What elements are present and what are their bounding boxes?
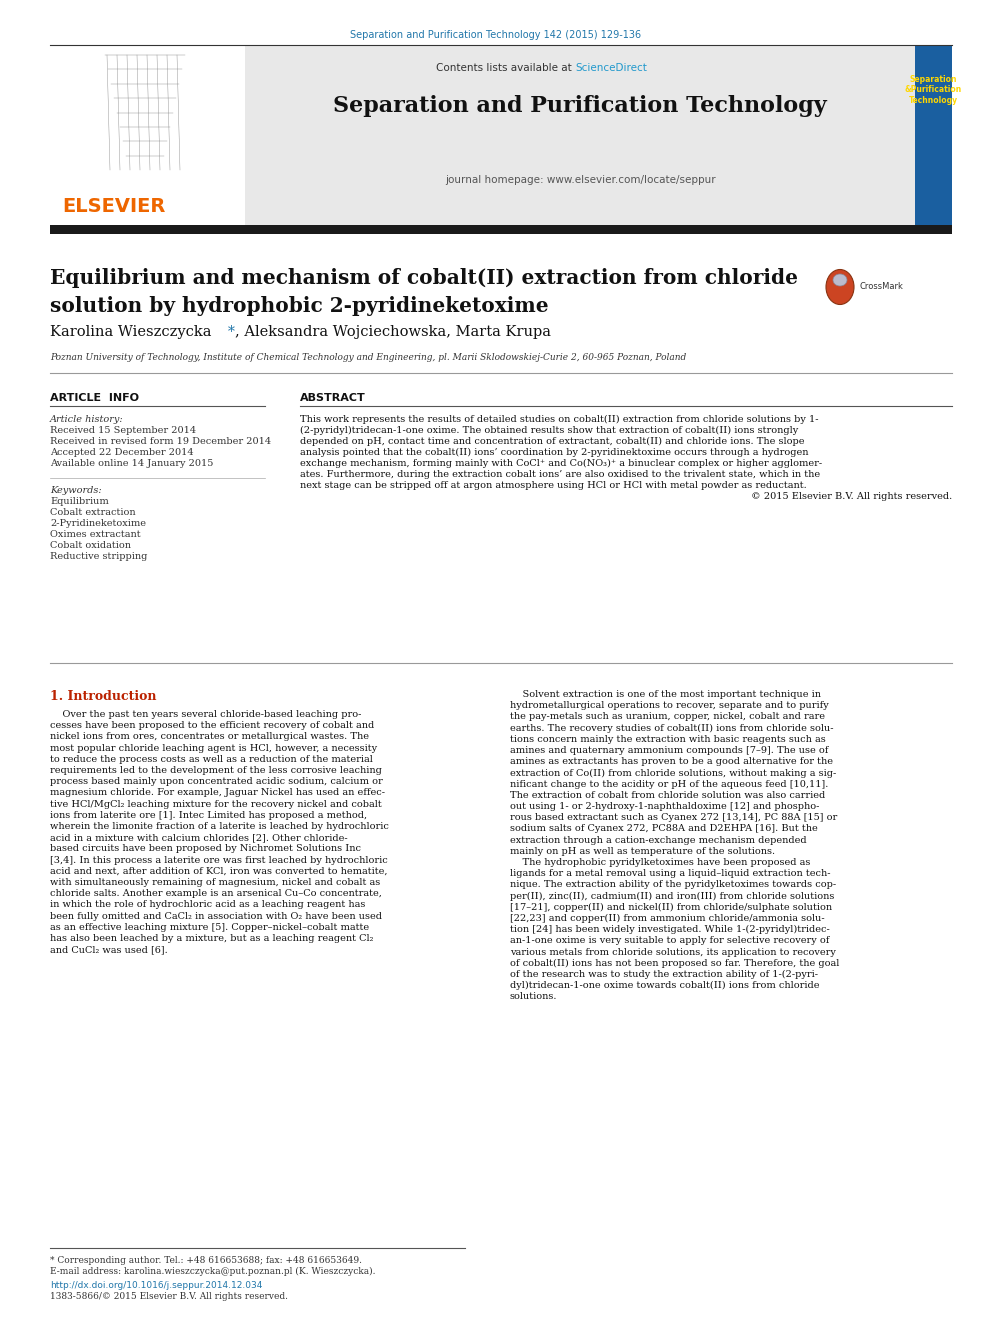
Text: nickel ions from ores, concentrates or metallurgical wastes. The: nickel ions from ores, concentrates or m…: [50, 733, 369, 741]
Text: in which the role of hydrochloric acid as a leaching reagent has: in which the role of hydrochloric acid a…: [50, 901, 365, 909]
Bar: [245, 45, 915, 225]
Text: Available online 14 January 2015: Available online 14 January 2015: [50, 459, 213, 468]
Ellipse shape: [833, 274, 847, 286]
Text: extraction through a cation-exchange mechanism depended: extraction through a cation-exchange mec…: [510, 836, 806, 844]
Text: analysis pointed that the cobalt(II) ions’ coordination by 2-pyridinektoxime occ: analysis pointed that the cobalt(II) ion…: [300, 448, 808, 458]
Text: amines and quaternary ammonium compounds [7–9]. The use of: amines and quaternary ammonium compounds…: [510, 746, 828, 755]
Text: rous based extractant such as Cyanex 272 [13,14], PC 88A [15] or: rous based extractant such as Cyanex 272…: [510, 814, 837, 822]
Text: CrossMark: CrossMark: [860, 282, 904, 291]
Text: * Corresponding author. Tel.: +48 616653688; fax: +48 616653649.: * Corresponding author. Tel.: +48 616653…: [50, 1256, 362, 1265]
Text: amines as extractants has proven to be a good alternative for the: amines as extractants has proven to be a…: [510, 757, 833, 766]
Text: Received 15 September 2014: Received 15 September 2014: [50, 426, 196, 435]
Text: most popular chloride leaching agent is HCl, however, a necessity: most popular chloride leaching agent is …: [50, 744, 377, 753]
Text: to reduce the process costs as well as a reduction of the material: to reduce the process costs as well as a…: [50, 755, 373, 763]
Text: journal homepage: www.elsevier.com/locate/seppur: journal homepage: www.elsevier.com/locat…: [444, 175, 715, 185]
Text: The extraction of cobalt from chloride solution was also carried: The extraction of cobalt from chloride s…: [510, 791, 825, 800]
Text: earths. The recovery studies of cobalt(II) ions from chloride solu-: earths. The recovery studies of cobalt(I…: [510, 724, 833, 733]
Text: (2-pyridyl)tridecan-1-one oxime. The obtained results show that extraction of co: (2-pyridyl)tridecan-1-one oxime. The obt…: [300, 426, 799, 435]
Text: ates. Furthermore, during the extraction cobalt ions’ are also oxidised to the t: ates. Furthermore, during the extraction…: [300, 470, 820, 479]
Text: as an effective leaching mixture [5]. Copper–nickel–cobalt matte: as an effective leaching mixture [5]. Co…: [50, 923, 369, 931]
Text: 2-Pyridineketoxime: 2-Pyridineketoxime: [50, 519, 146, 528]
Text: Separation and Purification Technology: Separation and Purification Technology: [333, 95, 827, 116]
Text: ELSEVIER: ELSEVIER: [62, 197, 166, 216]
Text: various metals from chloride solutions, its application to recovery: various metals from chloride solutions, …: [510, 947, 836, 957]
Text: 1. Introduction: 1. Introduction: [50, 691, 157, 703]
Text: magnesium chloride. For example, Jaguar Nickel has used an effec-: magnesium chloride. For example, Jaguar …: [50, 789, 385, 798]
Text: Cobalt oxidation: Cobalt oxidation: [50, 541, 131, 550]
Bar: [50, 225, 952, 234]
Text: This work represents the results of detailed studies on cobalt(II) extraction fr: This work represents the results of deta…: [300, 415, 818, 425]
Text: extraction of Co(II) from chloride solutions, without making a sig-: extraction of Co(II) from chloride solut…: [510, 769, 836, 778]
Text: ligands for a metal removal using a liquid–liquid extraction tech-: ligands for a metal removal using a liqu…: [510, 869, 830, 878]
Text: dyl)tridecan-1-one oxime towards cobalt(II) ions from chloride: dyl)tridecan-1-one oxime towards cobalt(…: [510, 982, 819, 991]
Text: ARTICLE  INFO: ARTICLE INFO: [50, 393, 139, 404]
Text: Equilibrium and mechanism of cobalt(II) extraction from chloride: Equilibrium and mechanism of cobalt(II) …: [50, 269, 798, 288]
Text: and CuCl₂ was used [6].: and CuCl₂ was used [6].: [50, 945, 168, 954]
Text: 1383-5866/© 2015 Elsevier B.V. All rights reserved.: 1383-5866/© 2015 Elsevier B.V. All right…: [50, 1293, 288, 1301]
Text: acid and next, after addition of KCl, iron was converted to hematite,: acid and next, after addition of KCl, ir…: [50, 867, 388, 876]
Text: process based mainly upon concentrated acidic sodium, calcium or: process based mainly upon concentrated a…: [50, 777, 383, 786]
Text: solution by hydrophobic 2-pyridineketoxime: solution by hydrophobic 2-pyridineketoxi…: [50, 296, 549, 316]
Text: an-1-one oxime is very suitable to apply for selective recovery of: an-1-one oxime is very suitable to apply…: [510, 937, 829, 946]
Text: Article history:: Article history:: [50, 415, 124, 423]
Text: ions from laterite ore [1]. Intec Limited has proposed a method,: ions from laterite ore [1]. Intec Limite…: [50, 811, 367, 820]
Text: the pay-metals such as uranium, copper, nickel, cobalt and rare: the pay-metals such as uranium, copper, …: [510, 712, 825, 721]
Text: chloride salts. Another example is an arsenical Cu–Co concentrate,: chloride salts. Another example is an ar…: [50, 889, 382, 898]
Text: Separation and Purification Technology 142 (2015) 129-136: Separation and Purification Technology 1…: [350, 30, 642, 40]
Text: Poznan University of Technology, Institute of Chemical Technology and Engineerin: Poznan University of Technology, Institu…: [50, 353, 686, 363]
Text: © 2015 Elsevier B.V. All rights reserved.: © 2015 Elsevier B.V. All rights reserved…: [751, 492, 952, 501]
Text: Equilibrium: Equilibrium: [50, 497, 109, 505]
Text: Oximes extractant: Oximes extractant: [50, 531, 141, 538]
Text: of the research was to study the extraction ability of 1-(2-pyri-: of the research was to study the extract…: [510, 970, 818, 979]
Text: ABSTRACT: ABSTRACT: [300, 393, 366, 404]
Text: cesses have been proposed to the efficient recovery of cobalt and: cesses have been proposed to the efficie…: [50, 721, 374, 730]
Text: requirements led to the development of the less corrosive leaching: requirements led to the development of t…: [50, 766, 382, 775]
Text: Solvent extraction is one of the most important technique in: Solvent extraction is one of the most im…: [510, 691, 821, 699]
Text: [3,4]. In this process a laterite ore was first leached by hydrochloric: [3,4]. In this process a laterite ore wa…: [50, 856, 388, 865]
Text: sodium salts of Cyanex 272, PC88A and D2EHPA [16]. But the: sodium salts of Cyanex 272, PC88A and D2…: [510, 824, 817, 833]
Text: depended on pH, contact time and concentration of extractant, cobalt(II) and chl: depended on pH, contact time and concent…: [300, 437, 805, 446]
Text: *: *: [228, 325, 235, 339]
Text: ScienceDirect: ScienceDirect: [575, 64, 647, 73]
Text: The hydrophobic pyridylketoximes have been proposed as: The hydrophobic pyridylketoximes have be…: [510, 859, 810, 867]
Text: with simultaneously remaining of magnesium, nickel and cobalt as: with simultaneously remaining of magnesi…: [50, 878, 380, 886]
Ellipse shape: [826, 270, 854, 304]
Text: nificant change to the acidity or pH of the aqueous feed [10,11].: nificant change to the acidity or pH of …: [510, 779, 828, 789]
Bar: [50, 45, 245, 225]
Text: been fully omitted and CaCl₂ in association with O₂ have been used: been fully omitted and CaCl₂ in associat…: [50, 912, 382, 921]
Text: [22,23] and copper(II) from ammonium chloride/ammonia solu-: [22,23] and copper(II) from ammonium chl…: [510, 914, 824, 923]
Text: tions concern mainly the extraction with basic reagents such as: tions concern mainly the extraction with…: [510, 734, 825, 744]
Text: wherein the limonite fraction of a laterite is leached by hydrochloric: wherein the limonite fraction of a later…: [50, 822, 389, 831]
Text: Karolina Wieszczycka: Karolina Wieszczycka: [50, 325, 211, 339]
Text: Keywords:: Keywords:: [50, 486, 101, 495]
Text: acid in a mixture with calcium chlorides [2]. Other chloride-: acid in a mixture with calcium chlorides…: [50, 833, 347, 843]
Text: based circuits have been proposed by Nichromet Solutions Inc: based circuits have been proposed by Nic…: [50, 844, 361, 853]
Bar: [915, 45, 952, 225]
Text: Received in revised form 19 December 2014: Received in revised form 19 December 201…: [50, 437, 271, 446]
Text: mainly on pH as well as temperature of the solutions.: mainly on pH as well as temperature of t…: [510, 847, 775, 856]
Text: Accepted 22 December 2014: Accepted 22 December 2014: [50, 448, 193, 456]
Text: Contents lists available at: Contents lists available at: [436, 64, 575, 73]
Text: per(II), zinc(II), cadmium(II) and iron(III) from chloride solutions: per(II), zinc(II), cadmium(II) and iron(…: [510, 892, 834, 901]
Text: solutions.: solutions.: [510, 992, 558, 1002]
Text: Over the past ten years several chloride-based leaching pro-: Over the past ten years several chloride…: [50, 710, 361, 718]
Text: hydrometallurgical operations to recover, separate and to purify: hydrometallurgical operations to recover…: [510, 701, 828, 710]
Text: E-mail address: karolina.wieszczycka@put.poznan.pl (K. Wieszczycka).: E-mail address: karolina.wieszczycka@put…: [50, 1267, 376, 1277]
Text: [17–21], copper(II) and nickel(II) from chloride/sulphate solution: [17–21], copper(II) and nickel(II) from …: [510, 902, 832, 912]
Text: Separation
&Purification
Technology: Separation &Purification Technology: [905, 75, 962, 105]
Text: Cobalt extraction: Cobalt extraction: [50, 508, 136, 517]
Text: tion [24] has been widely investigated. While 1-(2-pyridyl)tridec-: tion [24] has been widely investigated. …: [510, 925, 829, 934]
Text: has also been leached by a mixture, but as a leaching reagent Cl₂: has also been leached by a mixture, but …: [50, 934, 373, 943]
Text: http://dx.doi.org/10.1016/j.seppur.2014.12.034: http://dx.doi.org/10.1016/j.seppur.2014.…: [50, 1281, 262, 1290]
Text: of cobalt(II) ions has not been proposed so far. Therefore, the goal: of cobalt(II) ions has not been proposed…: [510, 959, 839, 968]
Text: out using 1- or 2-hydroxy-1-naphthaldoxime [12] and phospho-: out using 1- or 2-hydroxy-1-naphthaldoxi…: [510, 802, 819, 811]
Text: Reductive stripping: Reductive stripping: [50, 552, 148, 561]
Text: nique. The extraction ability of the pyridylketoximes towards cop-: nique. The extraction ability of the pyr…: [510, 880, 836, 889]
Text: tive HCl/MgCl₂ leaching mixture for the recovery nickel and cobalt: tive HCl/MgCl₂ leaching mixture for the …: [50, 799, 382, 808]
Text: next stage can be stripped off at argon atmosphere using HCl or HCl with metal p: next stage can be stripped off at argon …: [300, 482, 806, 490]
Text: , Aleksandra Wojciechowska, Marta Krupa: , Aleksandra Wojciechowska, Marta Krupa: [235, 325, 551, 339]
Text: exchange mechanism, forming mainly with CoCl⁺ and Co(NO₃)⁺ a binuclear complex o: exchange mechanism, forming mainly with …: [300, 459, 822, 468]
